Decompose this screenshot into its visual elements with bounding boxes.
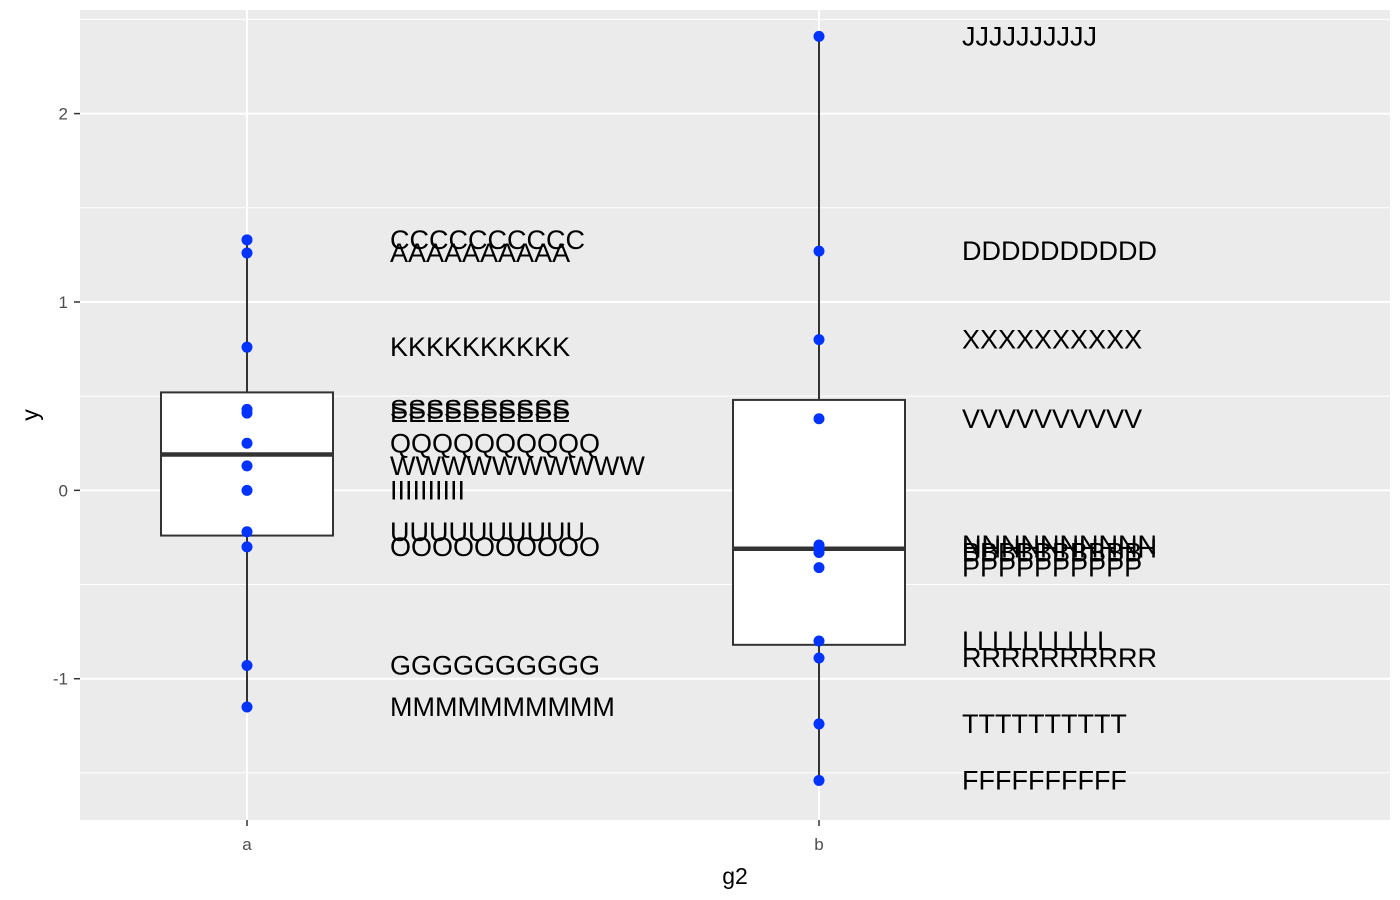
data-point <box>813 413 825 425</box>
point-label: JJJJJJJJJJ <box>962 21 1097 51</box>
point-label: DDDDDDDDDD <box>962 236 1157 266</box>
x-tick-label: b <box>814 835 823 854</box>
point-label: BBBBBBBBBB <box>962 538 1142 568</box>
data-point <box>241 247 253 259</box>
data-point <box>241 484 253 496</box>
x-axis-title: g2 <box>722 863 748 889</box>
data-point <box>241 541 253 553</box>
data-point <box>813 334 825 346</box>
point-label: RRRRRRRRRR <box>962 643 1157 673</box>
data-point <box>813 30 825 42</box>
point-label: IIIIIIIIII <box>390 475 465 505</box>
data-point <box>241 407 253 419</box>
point-label: GGGGGGGGGG <box>390 651 600 681</box>
point-label: VVVVVVVVVV <box>962 404 1142 434</box>
data-point <box>241 526 253 538</box>
data-points <box>241 30 825 786</box>
point-label: OOOOOOOOOO <box>390 532 600 562</box>
point-label: AAAAAAAAAA <box>390 238 570 268</box>
point-label: PPPPPPPPPP <box>962 553 1142 583</box>
data-point <box>813 547 825 559</box>
point-label: XXXXXXXXXX <box>962 325 1142 355</box>
y-axis: -1 0 1 2 <box>53 105 80 689</box>
box-b <box>732 36 906 781</box>
point-label: WWWWWWWWWW <box>390 451 645 481</box>
data-point <box>813 652 825 664</box>
point-label: UUUUUUUUUU <box>390 517 585 547</box>
y-tick-label: 1 <box>59 293 68 312</box>
point-label: KKKKKKKKKK <box>390 332 570 362</box>
point-label: HHHHHHHHHH <box>962 534 1157 564</box>
data-point <box>813 718 825 730</box>
y-tick-label: -1 <box>53 670 68 689</box>
point-label: NNNNNNNNNN <box>962 530 1157 560</box>
point-label: MMMMMMMMMM <box>390 692 615 722</box>
y-tick-label: 2 <box>59 105 68 124</box>
data-point <box>813 562 825 574</box>
point-label: CCCCCCCCCC <box>390 225 585 255</box>
data-point <box>241 660 253 672</box>
y-tick-label: 0 <box>59 481 68 500</box>
point-label: EEEEEEEEEE <box>390 398 570 428</box>
point-label: SSSSSSSSSS <box>390 394 570 424</box>
box-iqr <box>732 398 906 646</box>
data-point <box>813 774 825 786</box>
x-tick-label: a <box>242 835 252 854</box>
data-point <box>241 341 253 353</box>
point-label: QQQQQQQQQQ <box>390 428 600 458</box>
y-axis-title: y <box>17 409 43 421</box>
point-label: TTTTTTTTTT <box>962 709 1127 739</box>
data-point <box>813 635 825 647</box>
data-point <box>241 701 253 713</box>
data-point <box>813 245 825 257</box>
data-point <box>241 234 253 246</box>
data-point <box>241 437 253 449</box>
data-point <box>241 460 253 472</box>
point-label: FFFFFFFFFF <box>962 765 1127 795</box>
point-label: LLLLLLLLLL <box>962 626 1112 656</box>
